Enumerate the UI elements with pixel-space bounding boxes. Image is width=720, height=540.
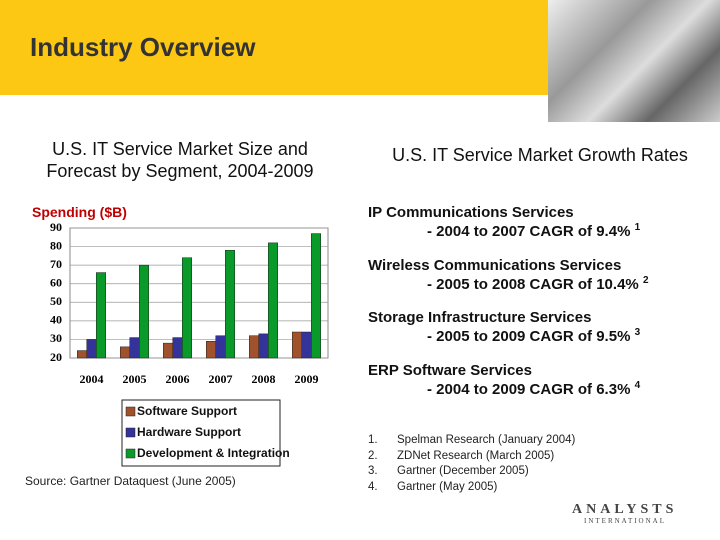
header-image (548, 0, 720, 122)
growth-detail: - 2004 to 2007 CAGR of 9.4% 1 (427, 222, 640, 240)
growth-detail: - 2004 to 2009 CAGR of 6.3% 4 (427, 380, 640, 398)
growth-heading: Wireless Communications Services (368, 256, 622, 274)
bar (129, 337, 140, 359)
bar (301, 331, 312, 359)
logo-name: ANALYSTS (572, 502, 678, 517)
bar (120, 346, 130, 359)
chart-title: U.S. IT Service Market Size and Forecast… (46, 139, 314, 181)
footnote-text: Gartner (May 2005) (397, 480, 498, 493)
bar (172, 337, 183, 359)
footnote-ref: 1 (634, 222, 641, 233)
bar (292, 331, 302, 359)
bar (86, 339, 97, 359)
x-tick-label: 2005 (123, 372, 147, 386)
footnote-text: Gartner (December 2005) (397, 465, 529, 477)
growth-heading: ERP Software Services (368, 361, 532, 379)
y-tick-label: 50 (50, 294, 62, 308)
y-tick-label: 90 (50, 220, 62, 234)
growth-heading: Storage Infrastructure Services (368, 309, 592, 326)
growth-detail-text: - 2005 to 2008 CAGR of 10.4% (427, 275, 639, 293)
growth-detail-text: - 2004 to 2009 CAGR of 6.3% (427, 380, 631, 398)
x-tick-label: 2004 (80, 372, 104, 386)
footnote-number: 3. (368, 465, 378, 477)
bar (139, 264, 149, 359)
bar (77, 350, 87, 359)
bar (206, 341, 216, 359)
legend-label: Development & Integration (137, 446, 290, 460)
footnote-number: 1. (368, 434, 378, 446)
legend-box (121, 399, 281, 467)
legend-swatch (125, 427, 136, 438)
bar (249, 335, 259, 359)
legend-label: Hardware Support (137, 425, 241, 439)
x-tick-label: 2008 (252, 372, 276, 386)
x-tick-label: 2006 (166, 372, 190, 386)
y-tick-label: 30 (50, 331, 62, 345)
growth-detail: - 2005 to 2008 CAGR of 10.4% 2 (427, 275, 649, 293)
footnote-number: 2. (368, 449, 378, 462)
bar (225, 250, 235, 359)
legend-swatch (125, 448, 136, 459)
chart-source: Source: Gartner Dataquest (June 2005) (25, 474, 236, 488)
footnote-ref: 4 (634, 379, 641, 391)
footnote-ref: 3 (634, 327, 641, 338)
y-tick-label: 60 (50, 275, 62, 289)
growth-detail-text: - 2004 to 2007 CAGR of 9.4% (427, 223, 631, 240)
slide-title: Industry Overview (30, 32, 256, 62)
growth-heading: IP Communications Services (368, 204, 574, 221)
growth-title: U.S. IT Service Market Growth Rates (392, 145, 688, 165)
logo-sub: INTERNATIONAL (584, 517, 666, 525)
plot-area (69, 227, 329, 359)
footnote-number: 4. (368, 480, 378, 493)
y-tick-label: 40 (50, 313, 62, 327)
x-tick-label: 2007 (209, 372, 233, 386)
legend-label: Software Support (137, 404, 237, 418)
y-axis-label: Spending ($B) (32, 204, 127, 220)
bar (96, 272, 106, 359)
bar (215, 335, 226, 359)
footnote-text: ZDNet Research (March 2005) (397, 449, 555, 462)
bar (268, 242, 278, 359)
y-tick-label: 20 (50, 350, 62, 364)
bar (311, 233, 321, 359)
y-tick-label: 80 (50, 238, 62, 252)
footnote-text: Spelman Research (January 2004) (397, 434, 576, 446)
growth-detail-text: - 2005 to 2009 CAGR of 9.5% (427, 328, 631, 345)
legend-swatch (125, 406, 136, 417)
growth-detail: - 2005 to 2009 CAGR of 9.5% 3 (427, 327, 640, 345)
bar (258, 333, 269, 359)
x-tick-label: 2009 (295, 372, 319, 386)
chart: 20 30 40 50 60 70 80 90 2004 2005 2006 2007 2008 2009… (50, 220, 329, 467)
footnote-ref: 2 (642, 274, 649, 286)
bar (182, 257, 192, 359)
bar (163, 342, 173, 359)
y-tick-label: 70 (50, 257, 62, 271)
